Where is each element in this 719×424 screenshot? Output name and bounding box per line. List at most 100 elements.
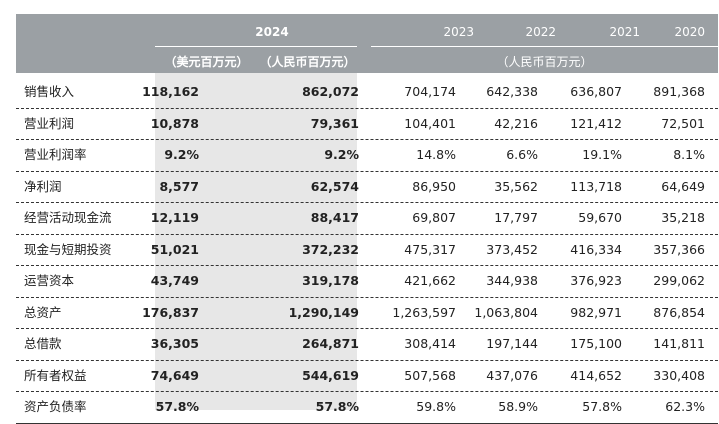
row-label: 运营资本	[24, 273, 75, 288]
value-2021: 376,923	[570, 273, 622, 288]
value-2024-rmb: 319,178	[302, 273, 359, 288]
value-2021: 121,412	[570, 115, 622, 131]
header-year-2023: 2023	[443, 25, 474, 39]
value-2024-usd: 36,305	[150, 336, 199, 351]
value-2024-rmb: 62,574	[310, 178, 359, 194]
table-row: 总借款 36,305 264,871 308,414 197,144 175,1…	[16, 329, 718, 361]
value-2020: 891,368	[653, 84, 705, 99]
value-2023: 59.8%	[416, 399, 456, 414]
value-2022: 197,144	[486, 336, 538, 351]
header-year-2022: 2022	[525, 25, 556, 39]
value-2021: 57.8%	[582, 399, 622, 414]
table-row: 营业利润率 9.2% 9.2% 14.8% 6.6% 19.1% 8.1%	[16, 140, 718, 172]
value-2022: 42,216	[494, 115, 538, 131]
value-2024-usd: 51,021	[150, 241, 199, 257]
table-row: 营业利润 10,878 79,361 104,401 42,216 121,41…	[16, 109, 718, 140]
value-2024-rmb: 9.2%	[324, 147, 359, 162]
value-2021: 982,971	[570, 304, 622, 320]
row-label: 经营活动现金流	[24, 210, 112, 225]
value-2024-rmb: 544,619	[302, 367, 359, 383]
value-2022: 1,063,804	[474, 304, 538, 320]
value-2022: 642,338	[486, 84, 538, 99]
table-row: 净利润 8,577 62,574 86,950 35,562 113,718 6…	[16, 172, 718, 203]
value-2023: 308,414	[404, 336, 456, 351]
value-2020: 62.3%	[665, 399, 705, 414]
value-2024-rmb: 88,417	[310, 210, 359, 225]
value-2024-usd: 9.2%	[164, 147, 199, 162]
value-2023: 104,401	[404, 115, 456, 131]
value-2020: 72,501	[661, 115, 705, 131]
value-2023: 507,568	[404, 367, 456, 383]
value-2021: 414,652	[570, 367, 622, 383]
value-2024-rmb: 372,232	[302, 241, 359, 257]
value-2024-usd: 10,878	[150, 115, 199, 131]
value-2020: 876,854	[653, 304, 705, 320]
table-row: 总资产 176,837 1,290,149 1,263,597 1,063,80…	[16, 298, 718, 329]
unit-rmb-label: （人民币百万元）	[259, 55, 356, 69]
value-2024-rmb: 57.8%	[315, 399, 359, 414]
header-divider-prior	[371, 46, 718, 47]
row-label: 总借款	[24, 336, 62, 351]
table-row: 现金与短期投资 51,021 372,232 475,317 373,452 4…	[16, 235, 718, 266]
table-row: 运营资本 43,749 319,178 421,662 344,938 376,…	[16, 266, 718, 298]
table-row: 资产负债率 57.8% 57.8% 59.8% 58.9% 57.8% 62.3…	[16, 392, 718, 424]
unit-prior-label: （人民币百万元）	[496, 55, 593, 69]
value-2020: 299,062	[653, 273, 705, 288]
table-header: 2024 2023 2022 2021 2020 （美元百万元） （人民币百万元…	[16, 14, 718, 73]
value-2023: 14.8%	[416, 147, 456, 162]
value-2024-rmb: 79,361	[310, 115, 359, 131]
value-2021: 636,807	[570, 84, 622, 99]
value-2024-usd: 8,577	[159, 178, 199, 194]
value-2024-usd: 43,749	[150, 273, 199, 288]
row-label: 营业利润	[24, 115, 75, 131]
row-label: 净利润	[24, 178, 62, 194]
header-year-2021: 2021	[609, 25, 640, 39]
value-2024-usd: 57.8%	[155, 399, 199, 414]
value-2022: 35,562	[494, 178, 538, 194]
value-2022: 344,938	[486, 273, 538, 288]
value-2020: 357,366	[653, 241, 705, 257]
value-2020: 330,408	[653, 367, 705, 383]
value-2022: 437,076	[486, 367, 538, 383]
value-2023: 1,263,597	[392, 304, 456, 320]
value-2024-usd: 12,119	[150, 210, 199, 225]
value-2021: 19.1%	[582, 147, 622, 162]
row-label: 资产负债率	[24, 399, 87, 414]
value-2024-rmb: 264,871	[302, 336, 359, 351]
header-year-2024: 2024	[255, 25, 289, 39]
value-2021: 113,718	[570, 178, 622, 194]
row-label: 现金与短期投资	[24, 241, 112, 257]
row-label: 销售收入	[24, 84, 75, 99]
value-2020: 64,649	[661, 178, 705, 194]
value-2022: 373,452	[486, 241, 538, 257]
row-label: 所有者权益	[24, 367, 87, 383]
value-2020: 141,811	[653, 336, 705, 351]
value-2024-usd: 118,162	[142, 84, 199, 99]
value-2020: 8.1%	[673, 147, 705, 162]
current-year-band	[155, 73, 357, 410]
unit-usd-label: （美元百万元）	[164, 55, 249, 69]
value-2023: 475,317	[404, 241, 456, 257]
value-2022: 17,797	[494, 210, 538, 225]
header-year-2020: 2020	[674, 25, 705, 39]
value-2024-usd: 74,649	[150, 367, 199, 383]
value-2023: 86,950	[412, 178, 456, 194]
table-row: 所有者权益 74,649 544,619 507,568 437,076 414…	[16, 361, 718, 392]
row-label: 营业利润率	[24, 147, 87, 162]
financial-table: 销售收入 118,162 862,072 704,174 642,338 636…	[16, 77, 718, 424]
value-2023: 69,807	[412, 210, 456, 225]
value-2022: 6.6%	[506, 147, 538, 162]
value-2022: 58.9%	[498, 399, 538, 414]
value-2023: 704,174	[404, 84, 456, 99]
value-2024-usd: 176,837	[142, 304, 199, 320]
header-divider-current	[155, 46, 357, 47]
value-2021: 59,670	[578, 210, 622, 225]
table-row: 销售收入 118,162 862,072 704,174 642,338 636…	[16, 77, 718, 109]
value-2021: 416,334	[570, 241, 622, 257]
row-label: 总资产	[24, 304, 62, 320]
value-2020: 35,218	[661, 210, 705, 225]
value-2024-rmb: 1,290,149	[288, 304, 359, 320]
table-row: 经营活动现金流 12,119 88,417 69,807 17,797 59,6…	[16, 203, 718, 235]
value-2021: 175,100	[570, 336, 622, 351]
value-2024-rmb: 862,072	[302, 84, 359, 99]
